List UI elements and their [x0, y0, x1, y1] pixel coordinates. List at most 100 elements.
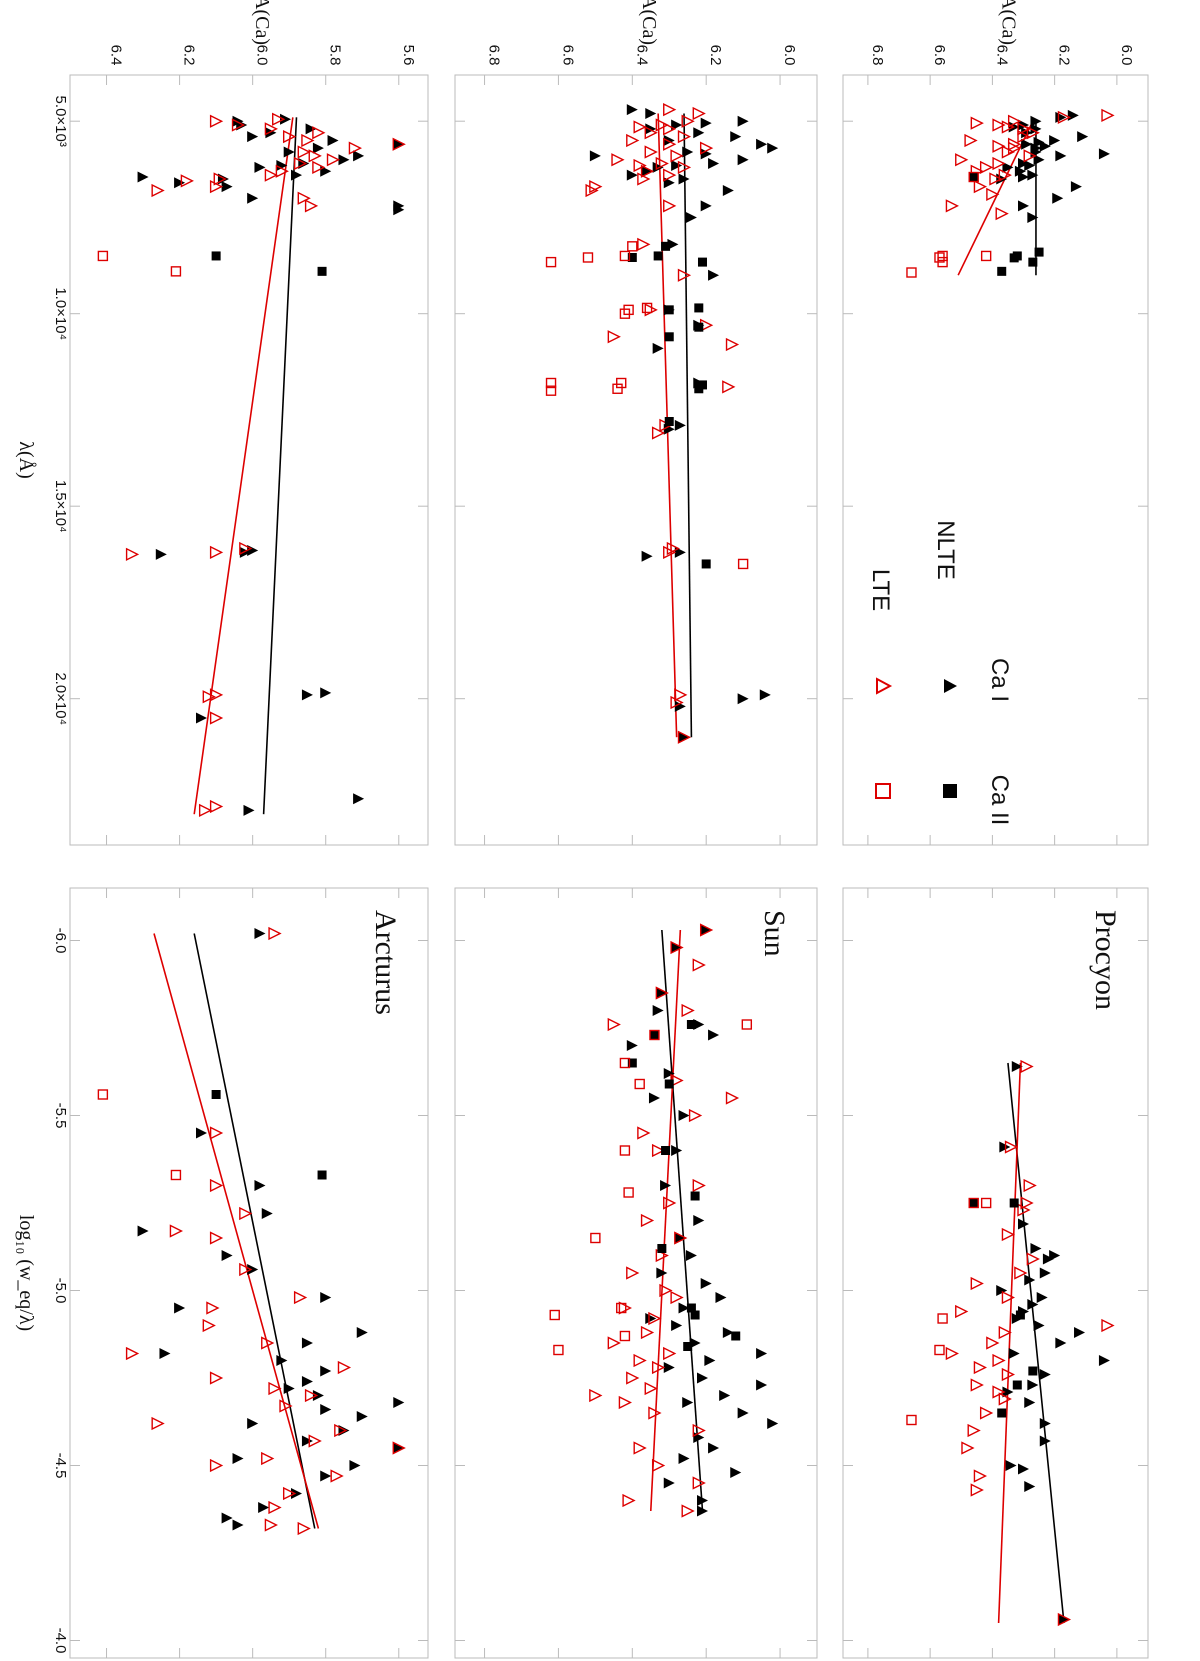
- data-point-nlte-ca-ii: [1009, 1198, 1019, 1208]
- data-point-nlte-ca-i: [280, 113, 292, 125]
- data-point-lte-ca-i: [264, 168, 278, 182]
- data-point-lte-ca-i: [989, 172, 1003, 186]
- data-point-nlte-ca-ii: [683, 1342, 693, 1351]
- data-point-lte-ca-i: [725, 337, 740, 352]
- data-point-nlte-ca-i: [1067, 109, 1079, 121]
- data-point-lte-ca-i: [209, 711, 224, 725]
- data-point-nlte-ca-i: [320, 687, 332, 699]
- data-point-nlte-ca-i: [700, 117, 712, 129]
- data-point-lte-ca-i: [725, 1091, 740, 1105]
- data-point-lte-ca-i: [633, 158, 647, 173]
- data-point-lte-ca-ii: [582, 252, 594, 263]
- data-point-lte-ca-i: [312, 126, 326, 140]
- y-axis-label: A(Ca): [638, 0, 660, 45]
- data-point-lte-ca-ii: [612, 383, 623, 394]
- data-point-lte-ca-i: [670, 149, 684, 163]
- data-point-lte-ca-i: [992, 1385, 1006, 1399]
- data-point-nlte-ca-i: [767, 142, 779, 154]
- data-point-nlte-ca-i: [671, 1145, 683, 1156]
- fit-line-lte: [997, 1062, 1022, 1624]
- data-point-nlte-ca-i: [626, 169, 638, 181]
- data-point-lte-ca-i: [651, 1143, 666, 1158]
- data-point-nlte-ca-i: [756, 1348, 768, 1359]
- data-point-nlte-ca-i: [737, 154, 749, 166]
- data-point-lte-ca-i: [663, 168, 677, 182]
- data-point-lte-ca-i: [644, 303, 658, 317]
- data-point-nlte-ca-ii: [664, 305, 674, 315]
- data-point-nlte-ca-i: [196, 1127, 208, 1139]
- data-point-lte-ca-i: [644, 126, 658, 140]
- data-point-nlte-ca-i: [656, 987, 668, 999]
- data-point-lte-ca-ii: [619, 1145, 631, 1156]
- data-point-lte-ca-i: [670, 1290, 684, 1305]
- data-point-lte-ca-i: [589, 180, 603, 194]
- data-point-nlte-ca-ii: [664, 417, 674, 426]
- data-point-lte-ca-i: [268, 1381, 282, 1396]
- data-point-lte-ca-i: [622, 1493, 636, 1508]
- data-point-lte-ca-i: [692, 1178, 706, 1193]
- data-point-lte-ca-i: [261, 1336, 275, 1350]
- data-point-lte-ca-i: [209, 1178, 224, 1193]
- data-point-lte-ca-ii: [741, 1019, 753, 1030]
- data-point-lte-ca-i: [209, 799, 224, 814]
- data-point-nlte-ca-i: [338, 154, 350, 166]
- data-point-nlte-ca-i: [700, 1278, 712, 1289]
- data-point-nlte-ca-i: [247, 1418, 259, 1429]
- data-point-nlte-ca-i: [1033, 154, 1045, 166]
- data-point-lte-ca-i: [986, 1336, 1000, 1350]
- data-point-nlte-ca-i: [708, 158, 720, 170]
- data-point-nlte-ca-ii: [1009, 253, 1019, 263]
- data-point-nlte-ca-i: [671, 159, 683, 171]
- data-point-lte-ca-i: [681, 1003, 695, 1018]
- data-point-nlte-ca-i: [393, 204, 405, 216]
- y-tick-label: 6.2: [181, 45, 198, 66]
- plot-frame: [454, 74, 818, 846]
- data-point-lte-ca-ii: [619, 1057, 631, 1069]
- data-point-nlte-ca-i: [704, 1355, 716, 1366]
- data-point-nlte-ca-i: [671, 1320, 683, 1331]
- legend-col-ca1: Ca I: [986, 658, 1013, 702]
- data-point-lte-ca-i: [334, 1423, 348, 1438]
- data-point-lte-ca-i: [301, 133, 315, 148]
- data-point-lte-ca-i: [973, 1469, 988, 1483]
- data-point-lte-ca-i: [1026, 126, 1040, 140]
- plot-frame: [69, 74, 429, 846]
- data-point-nlte-ca-i: [1018, 119, 1030, 131]
- data-point-lte-ca-ii: [968, 171, 979, 183]
- x-tick-label: 1.5×10⁴: [52, 480, 69, 533]
- data-point-nlte-ca-i: [708, 1442, 720, 1454]
- data-point-nlte-ca-i: [645, 123, 657, 135]
- data-point-nlte-ca-ii: [997, 266, 1007, 276]
- fit-line-nlte: [193, 933, 316, 1529]
- data-point-lte-ca-i: [633, 1441, 647, 1455]
- panel-procyon-wavelength: 6.0 6.2 6.4 6.6 6.8 A(Ca): [842, 0, 1149, 846]
- data-point-lte-ca-i: [268, 926, 282, 941]
- data-point-nlte-ca-i: [1039, 140, 1051, 152]
- legend-col-ca2: Ca II: [986, 775, 1013, 826]
- data-point-lte-ca-i: [644, 145, 658, 159]
- data-point-nlte-ca-i: [1027, 169, 1039, 181]
- data-point-nlte-ca-i: [1049, 134, 1061, 146]
- data-point-nlte-ca-i: [320, 1292, 332, 1303]
- data-point-lte-ca-i: [722, 380, 736, 394]
- data-point-lte-ca-i: [651, 426, 666, 440]
- data-point-lte-ca-ii: [619, 250, 631, 262]
- data-point-lte-ca-i: [970, 1378, 984, 1392]
- data-point-lte-ca-i: [979, 1406, 994, 1420]
- data-point-nlte-ca-i: [626, 104, 638, 116]
- data-point-lte-ca-i: [633, 120, 647, 134]
- data-point-lte-ca-ii: [590, 1232, 601, 1244]
- data-point-nlte-ca-i: [1074, 1327, 1086, 1338]
- data-point-lte-ca-i: [1017, 129, 1031, 144]
- data-point-nlte-ca-ii: [211, 1090, 221, 1099]
- fit-line-nlte: [661, 929, 704, 1512]
- data-point-nlte-ca-i: [1027, 1379, 1039, 1391]
- data-point-lte-ca-i: [607, 1017, 621, 1032]
- data-point-nlte-ca-i: [356, 1411, 368, 1422]
- data-point-lte-ca-i: [151, 1416, 165, 1431]
- data-point-lte-ca-i: [998, 1325, 1012, 1340]
- x-tick-label: -4.5: [52, 1453, 69, 1479]
- data-point-lte-ca-i: [125, 1346, 140, 1361]
- data-point-nlte-ca-i: [737, 1407, 749, 1419]
- data-point-nlte-ca-i: [1018, 171, 1030, 183]
